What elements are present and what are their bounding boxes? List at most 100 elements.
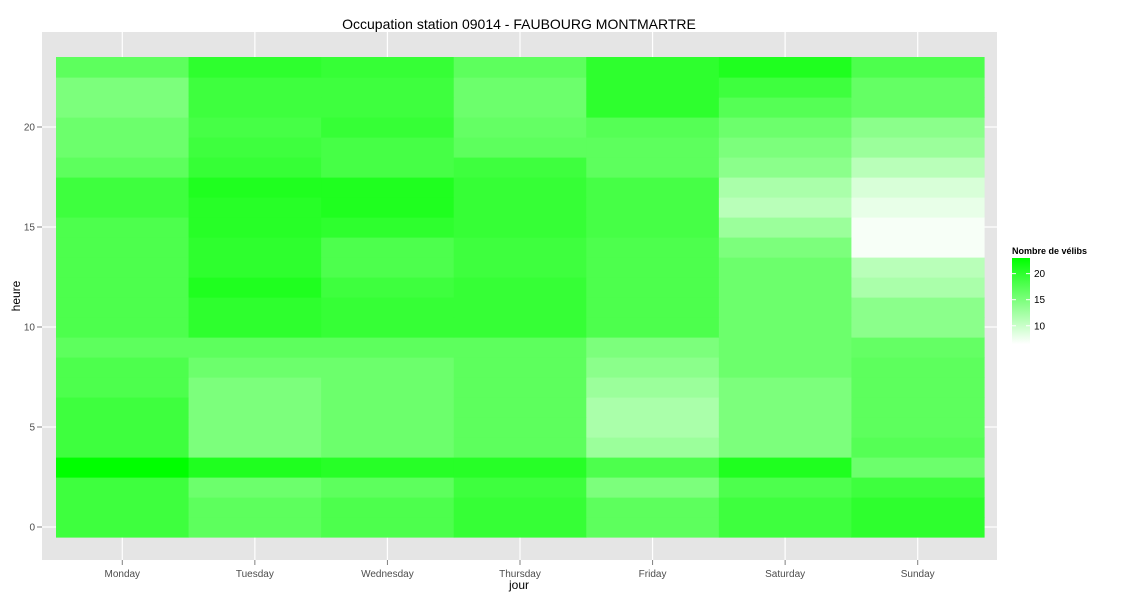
y-axis-title: heure bbox=[9, 280, 23, 311]
heatmap-cell bbox=[321, 177, 455, 198]
legend: Nombre de vélibs 10 15 20 bbox=[1012, 246, 1087, 344]
heatmap-cell bbox=[56, 77, 190, 98]
heatmap-cell bbox=[718, 57, 853, 78]
heatmap-cell bbox=[56, 117, 190, 138]
heatmap-cell bbox=[56, 337, 190, 358]
heatmap-cell bbox=[851, 417, 985, 438]
heatmap-cell bbox=[188, 417, 322, 438]
heatmap-cell bbox=[188, 437, 322, 458]
heatmap-cell bbox=[453, 97, 587, 118]
heatmap-cell bbox=[453, 217, 587, 238]
heatmap-cell bbox=[586, 177, 720, 198]
heatmap-cell bbox=[188, 317, 322, 338]
heatmap-cell bbox=[453, 357, 587, 378]
heatmap-cell bbox=[453, 417, 587, 438]
heatmap-cell bbox=[321, 477, 455, 498]
heatmap-cell bbox=[718, 117, 853, 138]
heatmap-cell bbox=[188, 177, 322, 198]
heatmap-cell bbox=[321, 277, 455, 298]
x-axis-title: jour bbox=[508, 578, 529, 592]
heatmap-cell bbox=[56, 157, 190, 178]
heatmap-cell bbox=[321, 237, 455, 258]
heatmap-cell bbox=[453, 157, 587, 178]
heatmap-cell bbox=[453, 337, 587, 358]
heatmap-cell bbox=[56, 137, 190, 158]
heatmap-cell bbox=[321, 457, 455, 478]
y-tick-label: 0 bbox=[29, 523, 35, 534]
heatmap-cell bbox=[718, 357, 853, 378]
x-tick-label: Friday bbox=[639, 569, 667, 580]
heatmap-cell bbox=[586, 297, 720, 318]
legend-tick-label: 15 bbox=[1034, 295, 1046, 306]
y-tick-label: 20 bbox=[24, 123, 36, 134]
heatmap-cell bbox=[321, 57, 455, 78]
heatmap-cell bbox=[56, 277, 190, 298]
heatmap-cell bbox=[718, 337, 853, 358]
heatmap-cell bbox=[321, 377, 455, 398]
x-tick-label: Thursday bbox=[499, 569, 541, 580]
heatmap-cell bbox=[586, 377, 720, 398]
heatmap-cell bbox=[453, 57, 587, 78]
heatmap-cell bbox=[586, 217, 720, 238]
heatmap-cell bbox=[321, 497, 455, 518]
heatmap-cell bbox=[718, 457, 853, 478]
heatmap-cell bbox=[586, 257, 720, 278]
heatmap-cells bbox=[56, 57, 985, 538]
heatmap-cell bbox=[321, 397, 455, 418]
heatmap-cell bbox=[188, 57, 322, 78]
heatmap-cell bbox=[321, 337, 455, 358]
heatmap-cell bbox=[851, 77, 985, 98]
heatmap-cell bbox=[56, 317, 190, 338]
heatmap-cell bbox=[56, 57, 190, 78]
heatmap-cell bbox=[851, 437, 985, 458]
heatmap-cell bbox=[56, 517, 190, 538]
heatmap-cell bbox=[188, 257, 322, 278]
heatmap-cell bbox=[586, 317, 720, 338]
heatmap-cell bbox=[718, 77, 853, 98]
heatmap-cell bbox=[321, 157, 455, 178]
heatmap-cell bbox=[453, 477, 587, 498]
heatmap-cell bbox=[718, 157, 853, 178]
heatmap-cell bbox=[586, 237, 720, 258]
heatmap-cell bbox=[56, 397, 190, 418]
heatmap-cell bbox=[851, 217, 985, 238]
heatmap-cell bbox=[321, 217, 455, 238]
heatmap-cell bbox=[56, 437, 190, 458]
heatmap-cell bbox=[56, 357, 190, 378]
legend-tick-label: 10 bbox=[1034, 321, 1046, 332]
heatmap-cell bbox=[851, 257, 985, 278]
heatmap-cell bbox=[718, 97, 853, 118]
heatmap-cell bbox=[586, 197, 720, 218]
heatmap-cell bbox=[718, 417, 853, 438]
y-tick-label: 5 bbox=[29, 423, 35, 434]
chart-title: Occupation station 09014 - FAUBOURG MONT… bbox=[342, 16, 696, 32]
x-tick-label: Tuesday bbox=[236, 569, 274, 580]
heatmap-cell bbox=[188, 217, 322, 238]
heatmap-cell bbox=[718, 177, 853, 198]
heatmap-cell bbox=[453, 137, 587, 158]
heatmap-cell bbox=[586, 277, 720, 298]
heatmap-cell bbox=[188, 277, 322, 298]
heatmap-cell bbox=[56, 197, 190, 218]
heatmap-cell bbox=[718, 477, 853, 498]
heatmap-cell bbox=[851, 337, 985, 358]
heatmap-cell bbox=[56, 497, 190, 518]
heatmap-cell bbox=[851, 497, 985, 518]
heatmap-cell bbox=[453, 77, 587, 98]
heatmap-cell bbox=[586, 137, 720, 158]
heatmap-cell bbox=[56, 417, 190, 438]
heatmap-cell bbox=[188, 477, 322, 498]
heatmap-cell bbox=[188, 77, 322, 98]
heatmap-cell bbox=[188, 237, 322, 258]
heatmap-cell bbox=[586, 517, 720, 538]
heatmap-cell bbox=[453, 317, 587, 338]
heatmap-cell bbox=[188, 197, 322, 218]
heatmap-cell bbox=[851, 297, 985, 318]
heatmap-cell bbox=[321, 297, 455, 318]
heatmap-cell bbox=[188, 117, 322, 138]
x-tick-label: Wednesday bbox=[361, 569, 414, 580]
heatmap-cell bbox=[718, 197, 853, 218]
heatmap-cell bbox=[851, 97, 985, 118]
heatmap-cell bbox=[453, 397, 587, 418]
